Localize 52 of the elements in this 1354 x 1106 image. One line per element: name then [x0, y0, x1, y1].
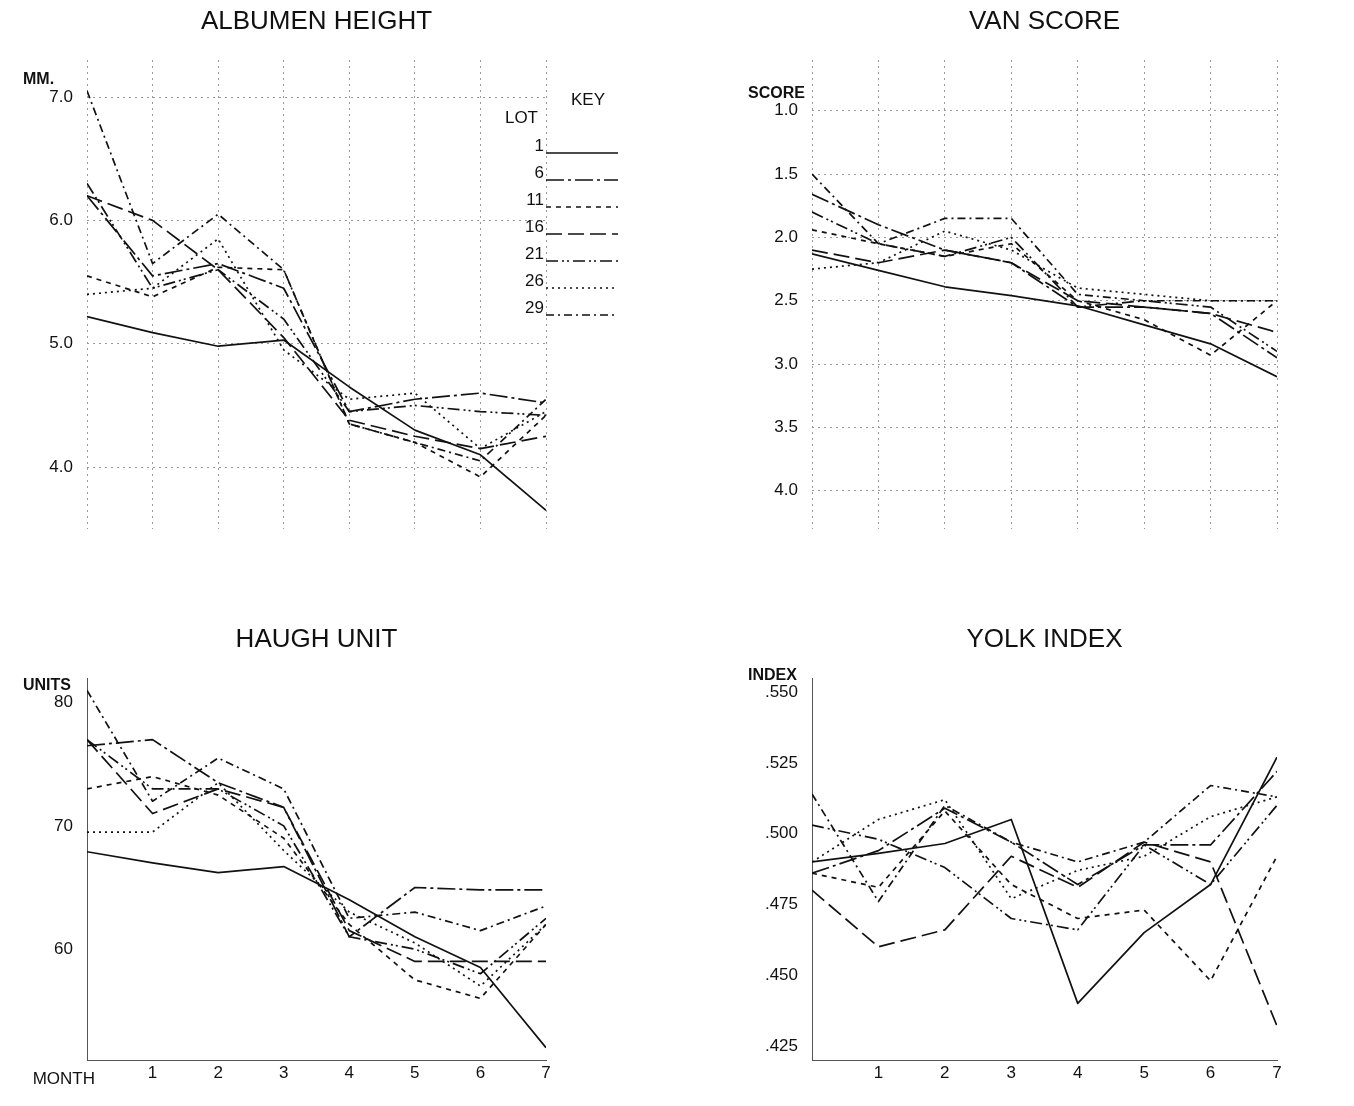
x-tick-label: 7	[541, 1062, 551, 1082]
y-tick-label: .425	[764, 1035, 798, 1055]
legend-label: 6	[534, 162, 544, 182]
y-tick-label: .500	[764, 823, 798, 843]
legend-label: 26	[525, 270, 544, 290]
y-tick-label: 2.0	[774, 227, 798, 247]
annotation: LOT	[504, 107, 538, 127]
x-axis-title: MONTH	[32, 1068, 95, 1088]
x-tick-label: 1	[147, 1062, 158, 1082]
y-axis-title: SCORE	[748, 84, 806, 102]
y-tick-label: 1.0	[774, 100, 798, 120]
x-tick-label: 6	[475, 1062, 486, 1082]
x-tick-label: 7	[1272, 1062, 1282, 1082]
y-tick-label: 3.5	[774, 417, 798, 437]
y-tick-label: 3.0	[774, 353, 798, 373]
x-tick-label: 2	[940, 1062, 950, 1082]
chart-title: YOLK INDEX	[966, 623, 1123, 654]
x-tick-label: 4	[344, 1062, 355, 1082]
legend-label: 21	[525, 243, 544, 263]
x-tick-label: 6	[1205, 1062, 1216, 1082]
chart-title: HAUGH UNIT	[235, 623, 398, 654]
chart-title: ALBUMEN HEIGHT	[200, 5, 433, 36]
legend-label: 11	[526, 189, 544, 209]
y-tick-label: .450	[764, 964, 798, 984]
y-tick-label: 4.0	[49, 456, 73, 476]
legend-title: KEY	[570, 89, 606, 109]
y-tick-label: 80	[54, 692, 73, 712]
y-tick-label: .525	[764, 752, 798, 772]
y-tick-label: 70	[54, 815, 73, 835]
y-tick-label: 60	[54, 938, 73, 958]
y-tick-label: 1.5	[774, 163, 798, 183]
y-tick-label: .475	[764, 894, 798, 914]
x-tick-label: 3	[278, 1062, 289, 1082]
x-tick-label: 3	[1006, 1062, 1017, 1082]
legend-label: 29	[525, 297, 544, 317]
legend-label: 16	[525, 216, 544, 236]
y-axis-title: INDEX	[748, 665, 798, 683]
y-axis-title: UNITS	[23, 676, 72, 694]
x-tick-label: 5	[1139, 1062, 1149, 1082]
x-tick-label: 1	[873, 1062, 884, 1082]
y-tick-label: 2.5	[774, 290, 798, 310]
y-tick-label: 5.0	[49, 333, 73, 353]
y-tick-label: 7.0	[49, 86, 73, 106]
y-axis-title: MM.	[23, 70, 55, 88]
y-tick-label: 6.0	[49, 210, 73, 230]
x-tick-label: 4	[1072, 1062, 1083, 1082]
legend-label: 1	[534, 135, 544, 155]
chart-title: VAN SCORE	[968, 5, 1121, 36]
x-tick-label: 5	[410, 1062, 420, 1082]
x-tick-label: 2	[213, 1062, 223, 1082]
y-tick-label: .550	[764, 681, 798, 701]
y-tick-label: 4.0	[774, 480, 798, 500]
